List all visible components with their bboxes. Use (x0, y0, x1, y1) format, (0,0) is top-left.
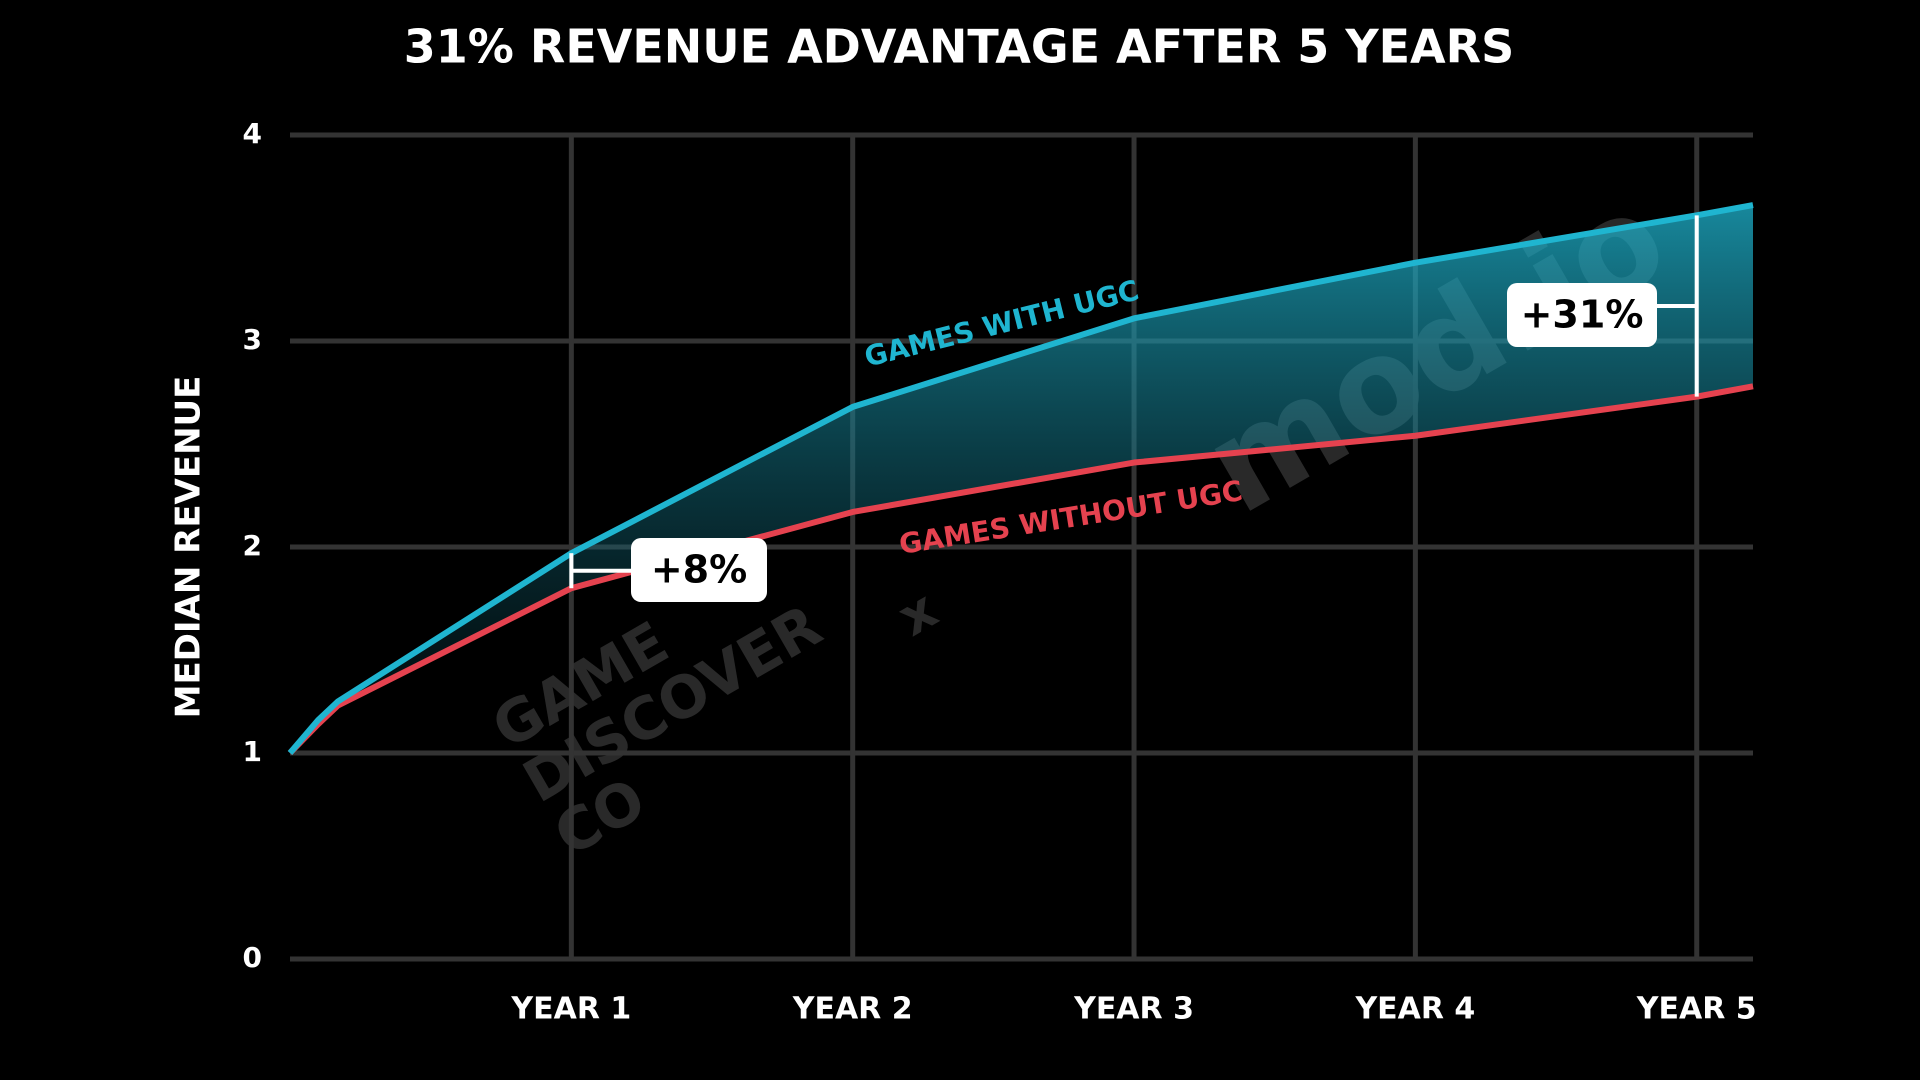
annotation: +8% (651, 548, 747, 592)
x-tick-label: YEAR 4 (1354, 992, 1475, 1027)
series-line (287, 202, 1754, 755)
x-tick-label: YEAR 1 (510, 992, 631, 1027)
watermark-text: x (889, 580, 948, 649)
y-axis-label: MEDIAN REVENUE (169, 376, 209, 719)
x-tick-label: YEAR 2 (792, 992, 913, 1027)
y-tick-label: 2 (243, 529, 262, 562)
y-tick-label: 3 (243, 323, 262, 356)
x-tick-label: YEAR 3 (1073, 992, 1194, 1027)
y-tick-label: 0 (243, 941, 262, 974)
annotation: +31% (1521, 293, 1644, 337)
y-tick-label: 4 (243, 117, 262, 150)
annotation-box (631, 538, 767, 602)
annotation-box (1507, 283, 1657, 347)
y-tick-label: 1 (243, 735, 262, 768)
gap-fill (290, 205, 1753, 754)
x-tick-label: YEAR 5 (1636, 992, 1757, 1027)
chart-title: 31% REVENUE ADVANTAGE AFTER 5 YEARS (404, 20, 1514, 74)
